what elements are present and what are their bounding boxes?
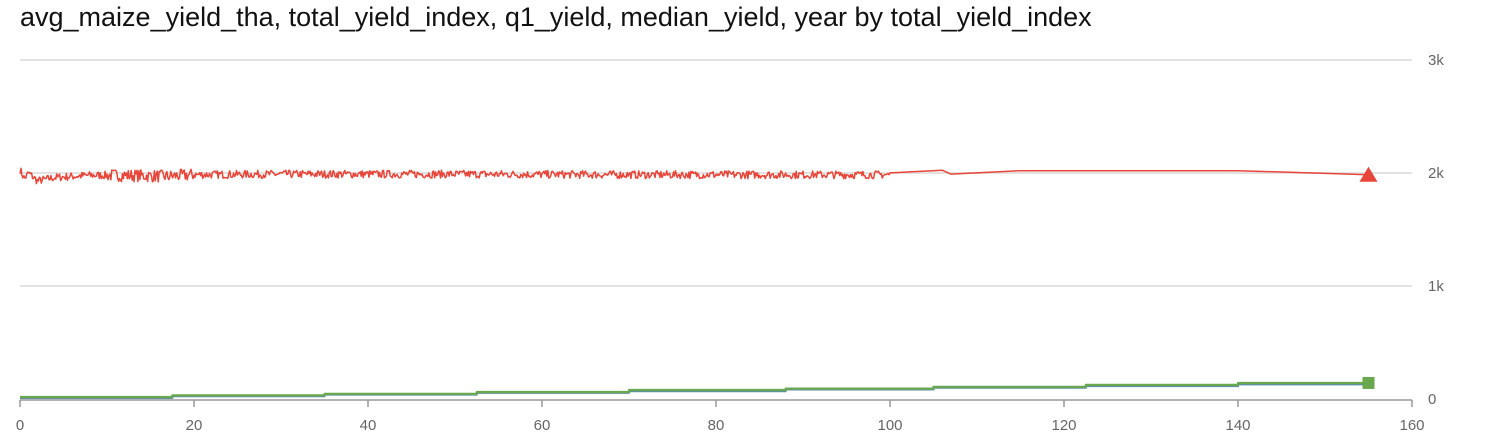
- y-tick-label: 2k: [1428, 165, 1444, 182]
- grid-lines: [20, 59, 1412, 287]
- series-line-0: [19, 167, 1369, 185]
- x-tick-label: 0: [16, 417, 24, 434]
- x-tick-label: 20: [186, 417, 203, 434]
- series-marker-0: [1359, 166, 1378, 182]
- marker-layer: [1359, 166, 1378, 389]
- y-tick-label: 0: [1428, 391, 1436, 408]
- series-layer: [19, 167, 1369, 399]
- x-tick-label: 80: [708, 417, 725, 434]
- x-tick-label: 40: [360, 417, 377, 434]
- x-tick-label: 160: [1399, 417, 1424, 434]
- x-tick-label: 100: [877, 417, 902, 434]
- y-tick-label: 3k: [1428, 52, 1444, 69]
- y-tick-label: 1k: [1428, 278, 1444, 295]
- y-axis: 0 1k 2k 3k: [1428, 52, 1444, 408]
- x-axis: 0 20 40 60 80 100 120 140 160: [16, 399, 1425, 434]
- series-line-2: [20, 381, 1369, 399]
- series-marker-2: [1362, 376, 1375, 389]
- x-tick-label: 140: [1225, 417, 1250, 434]
- chart-title: avg_maize_yield_tha, total_yield_index, …: [20, 2, 1092, 32]
- x-tick-label: 120: [1051, 417, 1076, 434]
- x-tick-label: 60: [534, 417, 551, 434]
